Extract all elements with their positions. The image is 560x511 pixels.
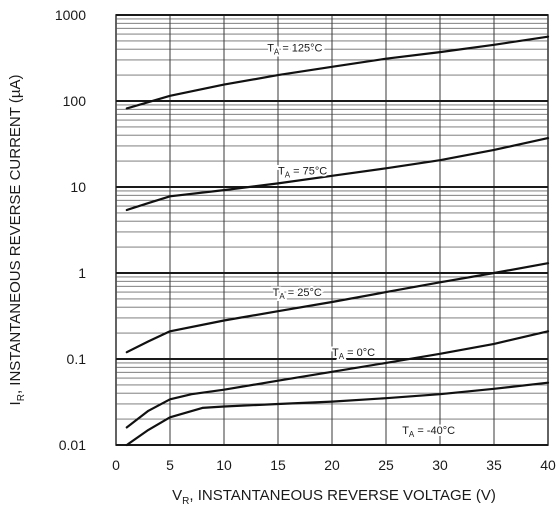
series-line-t25 (125, 262, 550, 354)
series-line-t0 (125, 330, 550, 429)
series-label-prefix: T (332, 347, 339, 359)
series-label-subscript: A (285, 171, 291, 180)
x-axis-title-prefix: V (172, 487, 182, 504)
x-tick-label: 40 (540, 457, 556, 473)
x-tick-label: 5 (166, 457, 174, 473)
series-label-prefix: T (278, 166, 285, 178)
x-tick-label: 10 (216, 457, 232, 473)
y-axis-title-subscript: R (16, 394, 27, 401)
series-labels: TA = 125°CTA = 75°CTA = 25°CTA = 0°CTA =… (265, 40, 457, 440)
x-tick-label: 15 (270, 457, 286, 473)
major-grid (115, 14, 549, 446)
series-label-t25: TA = 25°C (273, 287, 322, 301)
x-tick-label: 20 (324, 457, 340, 473)
y-axis-title: IR, INSTANTANEOUS REVERSE CURRENT (µA) (7, 75, 27, 406)
series-label-t75: TA = 75°C (278, 166, 327, 180)
series-line-t125 (125, 35, 550, 110)
series-label-subscript: A (279, 292, 285, 301)
x-tick-label: 0 (112, 457, 120, 473)
series-label-text: = -40°C (414, 425, 455, 437)
series-label-subscript: A (339, 352, 345, 361)
x-axis-title-text: , INSTANTANEOUS REVERSE VOLTAGE (V) (189, 487, 495, 504)
series-line-tm40 (125, 381, 550, 447)
y-tick-label: 1 (78, 265, 86, 281)
y-tick-label: 0.1 (67, 351, 87, 367)
series-label-text: = 75°C (290, 166, 327, 178)
y-tick-label: 1000 (55, 7, 86, 23)
series-line-t75 (125, 137, 550, 212)
y-tick-label: 100 (63, 93, 87, 109)
x-axis-title: VR, INSTANTANEOUS REVERSE VOLTAGE (V) (172, 487, 496, 507)
y-tick-label: 10 (70, 179, 86, 195)
y-tick-label: 0.01 (59, 437, 86, 453)
x-axis-title-subscript: R (182, 496, 189, 507)
series-label-prefix: T (267, 42, 274, 54)
series-label-t125: TA = 125°C (267, 42, 322, 56)
x-axis-ticks: 0 5 10 15 20 25 30 35 40 (112, 457, 556, 473)
series-label-prefix: T (273, 287, 280, 299)
y-axis-ticks: 0.01 0.1 1 10 100 1000 (55, 7, 86, 453)
series-label-text: = 0°C (344, 347, 375, 359)
series-label-subscript: A (274, 47, 280, 56)
series-label-subscript: A (409, 430, 415, 439)
series-label-text: = 125°C (279, 42, 322, 54)
series-label-text: = 25°C (285, 287, 322, 299)
x-tick-label: 25 (378, 457, 394, 473)
series-label-tm40: TA = -40°C (402, 425, 455, 439)
x-tick-label: 35 (486, 457, 502, 473)
y-axis-title-prefix: I (7, 401, 24, 405)
series-label-prefix: T (402, 425, 409, 437)
y-axis-title-text: , INSTANTANEOUS REVERSE CURRENT (µA) (7, 75, 24, 395)
series-label-t0: TA = 0°C (332, 347, 375, 361)
x-tick-label: 30 (432, 457, 448, 473)
series-lines (125, 35, 550, 447)
